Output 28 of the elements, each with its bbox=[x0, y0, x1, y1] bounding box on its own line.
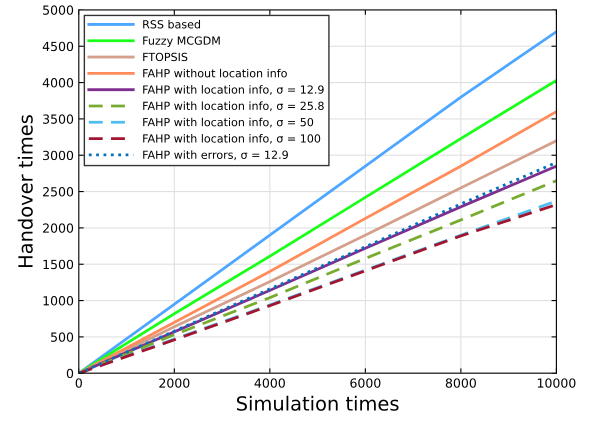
y-tick-label: 500 bbox=[51, 332, 74, 342]
y-axis-title: Handover times bbox=[18, 115, 33, 268]
x-tick-label: 6000 bbox=[350, 378, 380, 388]
x-axis-title: Simulation times bbox=[236, 396, 399, 411]
legend-label: FAHP with location info, σ = 50 bbox=[143, 118, 314, 128]
legend-label: FAHP with location info, σ = 100 bbox=[143, 134, 320, 144]
y-tick-label: 0 bbox=[66, 368, 74, 378]
legend-label: FAHP with errors, σ = 12.9 bbox=[143, 150, 288, 160]
x-tick-label: 10000 bbox=[538, 378, 576, 388]
y-tick-label: 4000 bbox=[42, 78, 74, 88]
y-tick-label: 5000 bbox=[43, 5, 74, 15]
x-tick-label: 8000 bbox=[446, 378, 476, 388]
y-tick-label: 1500 bbox=[44, 260, 74, 270]
legend-label: RSS based bbox=[143, 20, 200, 28]
y-tick-label: 3500 bbox=[43, 114, 74, 124]
x-tick-label: 0 bbox=[76, 378, 82, 388]
y-tick-label: 3000 bbox=[43, 150, 74, 160]
legend-label: FAHP without location info bbox=[143, 68, 287, 78]
x-tick-label: 2000 bbox=[159, 378, 190, 388]
legend-label: FAHP with location info, σ = 25.8 bbox=[143, 101, 324, 112]
y-tick-label: 2500 bbox=[43, 187, 74, 196]
legend-label: Fuzzy MCGDM bbox=[143, 36, 220, 47]
x-tick-label: 4000 bbox=[254, 378, 285, 388]
y-tick-label: 1000 bbox=[44, 296, 74, 306]
y-tick-label: 2000 bbox=[43, 223, 74, 233]
y-tick-label: 4500 bbox=[42, 42, 74, 52]
legend-label: FTOPSIS bbox=[143, 52, 188, 62]
legend-label: FAHP with location info, σ = 12.9 bbox=[143, 85, 324, 95]
